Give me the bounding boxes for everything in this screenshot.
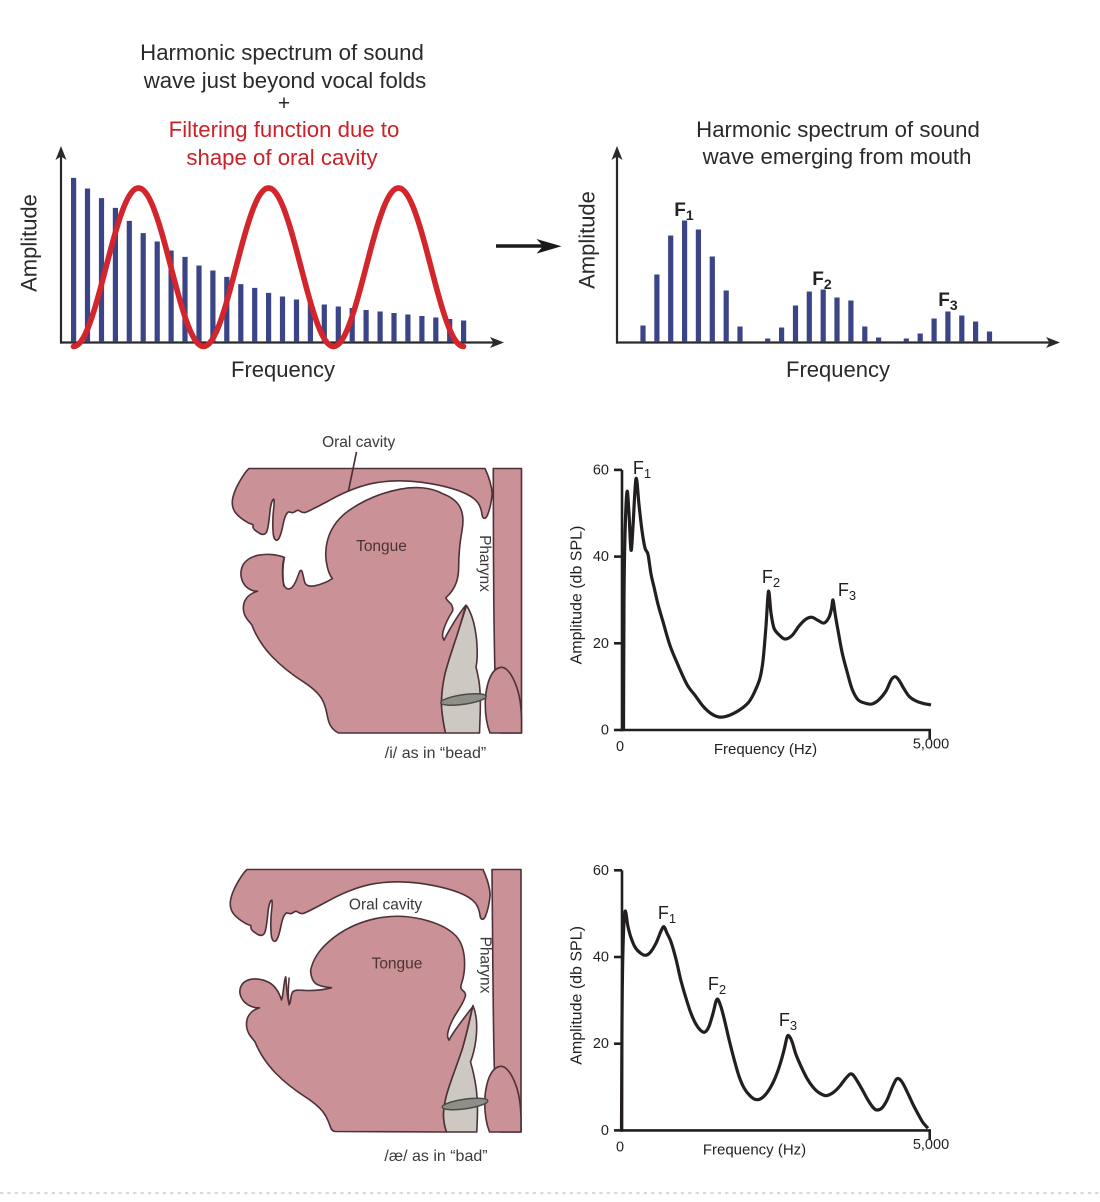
svg-text:Amplitude: Amplitude [575,191,600,289]
svg-text:Oral cavity: Oral cavity [349,897,422,914]
svg-text:0: 0 [616,1139,624,1155]
svg-text:20: 20 [593,636,609,652]
svg-text:20: 20 [593,1036,609,1052]
svg-text:Pharynx: Pharynx [476,535,493,592]
svg-text:60: 60 [593,863,609,879]
svg-text:0: 0 [601,1123,609,1139]
svg-text:Frequency: Frequency [786,357,890,382]
svg-text:Tongue: Tongue [372,956,423,973]
svg-text:Amplitude: Amplitude [17,194,42,292]
svg-text:Frequency (Hz): Frequency (Hz) [714,741,817,758]
svg-text:5,000: 5,000 [913,737,949,753]
svg-text:Pharynx: Pharynx [477,937,494,994]
svg-text:wave emerging from mouth: wave emerging from mouth [702,144,972,169]
svg-text:40: 40 [593,950,609,966]
svg-text:Oral cavity: Oral cavity [322,434,395,451]
svg-text:Frequency: Frequency [231,357,335,382]
svg-text:/æ/ as in “bad”: /æ/ as in “bad” [384,1148,487,1165]
svg-text:Harmonic spectrum of sound: Harmonic spectrum of sound [696,117,980,142]
svg-text:Frequency (Hz): Frequency (Hz) [703,1141,806,1158]
svg-text:shape of oral cavity: shape of oral cavity [186,145,378,170]
svg-text:60: 60 [593,462,609,478]
svg-text:40: 40 [593,549,609,565]
svg-text:0: 0 [601,723,609,739]
svg-text:+: + [278,92,290,115]
svg-text:Amplitude (db SPL): Amplitude (db SPL) [569,926,586,1065]
svg-text:5,000: 5,000 [913,1137,949,1153]
svg-text:Filtering function due to: Filtering function due to [169,117,400,142]
svg-text:wave just beyond vocal folds: wave just beyond vocal folds [143,68,426,93]
svg-text:0: 0 [616,739,624,755]
svg-text:Tongue: Tongue [356,538,407,555]
svg-text:/i/ as in “bead”: /i/ as in “bead” [385,745,486,762]
svg-text:Harmonic spectrum of sound: Harmonic spectrum of sound [140,40,424,65]
svg-text:Amplitude (db SPL): Amplitude (db SPL) [569,526,586,665]
